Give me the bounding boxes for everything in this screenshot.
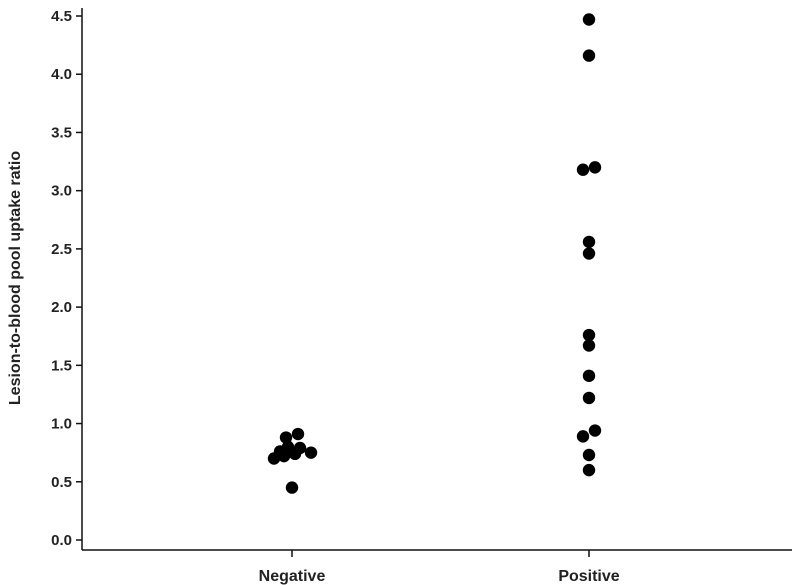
data-point-positive: [582, 247, 596, 260]
data-point-negative: [279, 431, 293, 444]
data-point-positive: [582, 448, 596, 462]
y-tick-label: 2.0: [51, 299, 72, 316]
y-tick-label: 4.0: [51, 66, 72, 83]
data-point-negative: [288, 447, 302, 461]
data-point-positive: [582, 391, 596, 405]
data-point-positive: [582, 463, 596, 477]
data-point-negative: [285, 481, 299, 494]
data-point-negative: [304, 446, 318, 459]
y-tick-label: 2.5: [51, 241, 72, 258]
data-points: [267, 13, 602, 494]
data-point-positive: [582, 339, 596, 352]
x-category-label: Positive: [558, 568, 619, 585]
y-tick-label: 0.5: [51, 474, 72, 491]
y-tick-label: 1.5: [51, 357, 72, 374]
data-point-positive: [582, 328, 596, 342]
data-point-negative: [291, 427, 305, 441]
data-point-positive: [582, 369, 596, 383]
y-tick-label: 4.5: [51, 8, 72, 25]
data-point-positive: [582, 49, 596, 62]
data-point-positive: [582, 13, 596, 26]
data-point-positive: [576, 163, 590, 176]
data-point-positive: [588, 161, 602, 174]
data-point-positive: [576, 430, 590, 443]
y-tick-label: 3.0: [51, 183, 72, 200]
data-point-positive: [588, 424, 602, 437]
x-ticks: Negative Positive: [259, 550, 620, 585]
y-tick-label: 1.0: [51, 416, 72, 433]
y-tick-label: 3.5: [51, 124, 72, 141]
data-point-negative: [277, 449, 291, 463]
y-tick-label: 0.0: [51, 532, 72, 549]
data-point-negative: [267, 452, 281, 465]
y-ticks: 0.0 0.5 1.0 1.5 2.0 2.5 3.0 3.5 4.0 4.5: [51, 8, 82, 549]
y-axis-title: Lesion-to-blood pool uptake ratio: [7, 151, 24, 405]
data-point-positive: [582, 235, 596, 249]
x-category-label: Negative: [259, 568, 326, 585]
